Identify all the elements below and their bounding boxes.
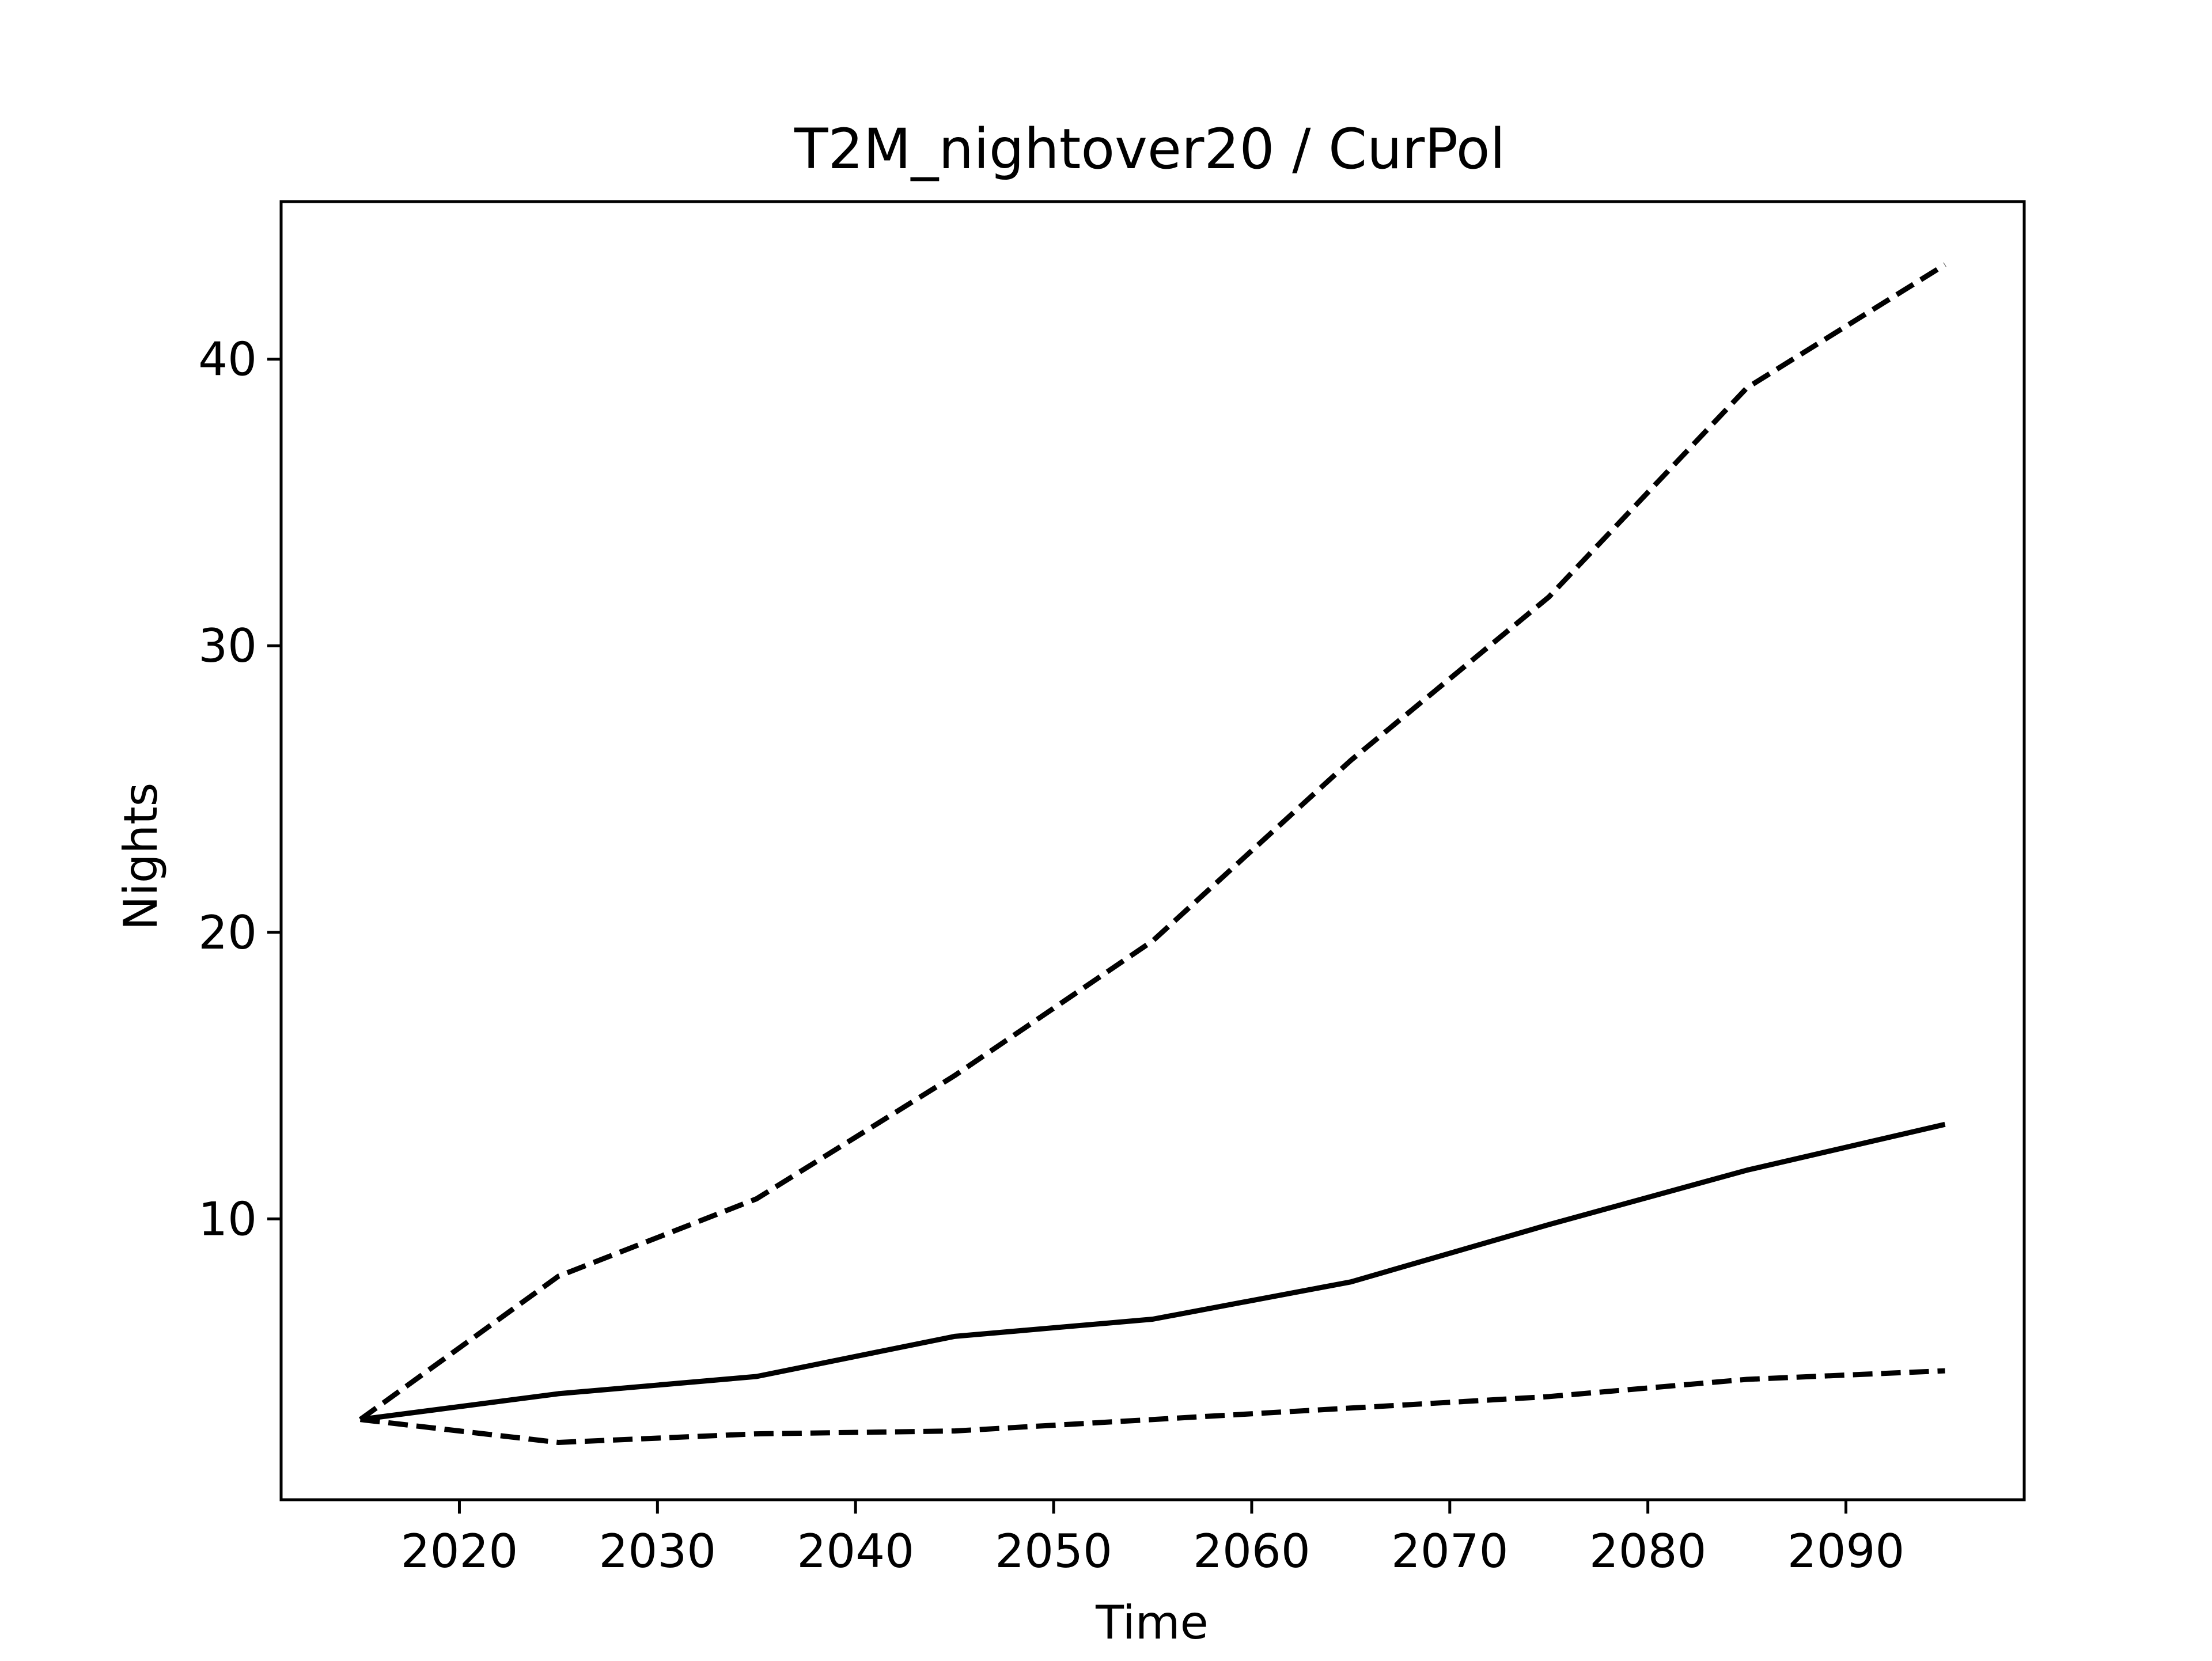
series-line-3: [359, 1368, 1945, 1445]
y-tick-label: 30: [198, 619, 257, 673]
x-tick-label: 2080: [1589, 1525, 1707, 1578]
x-axis-label: Time: [1095, 1596, 1209, 1649]
x-tick-label: 2050: [995, 1525, 1112, 1578]
x-tick-label: 2090: [1787, 1525, 1905, 1578]
x-tick-label: 2030: [599, 1525, 717, 1578]
x-tick-label: 2020: [401, 1525, 518, 1578]
chart-title: T2M_nightover20 / CurPol: [794, 117, 1505, 181]
x-axis: 2020 2030 2040 2050 2060 2070 2080 2090: [401, 1500, 1905, 1578]
y-axis-label: Nights: [114, 783, 168, 931]
axes-frame: [279, 200, 2026, 1501]
plot-area: [358, 262, 1946, 1445]
x-tick-label: 2040: [797, 1525, 914, 1578]
y-axis: 10 20 30 40: [198, 333, 281, 1246]
y-tick-label: 40: [198, 333, 257, 386]
y-tick-label: 10: [198, 1192, 257, 1246]
y-tick-label: 20: [198, 906, 257, 960]
series-line-1: [358, 262, 1946, 1422]
x-tick-label: 2070: [1391, 1525, 1509, 1578]
series-line-2: [359, 1121, 1946, 1423]
x-tick-label: 2060: [1193, 1525, 1310, 1578]
